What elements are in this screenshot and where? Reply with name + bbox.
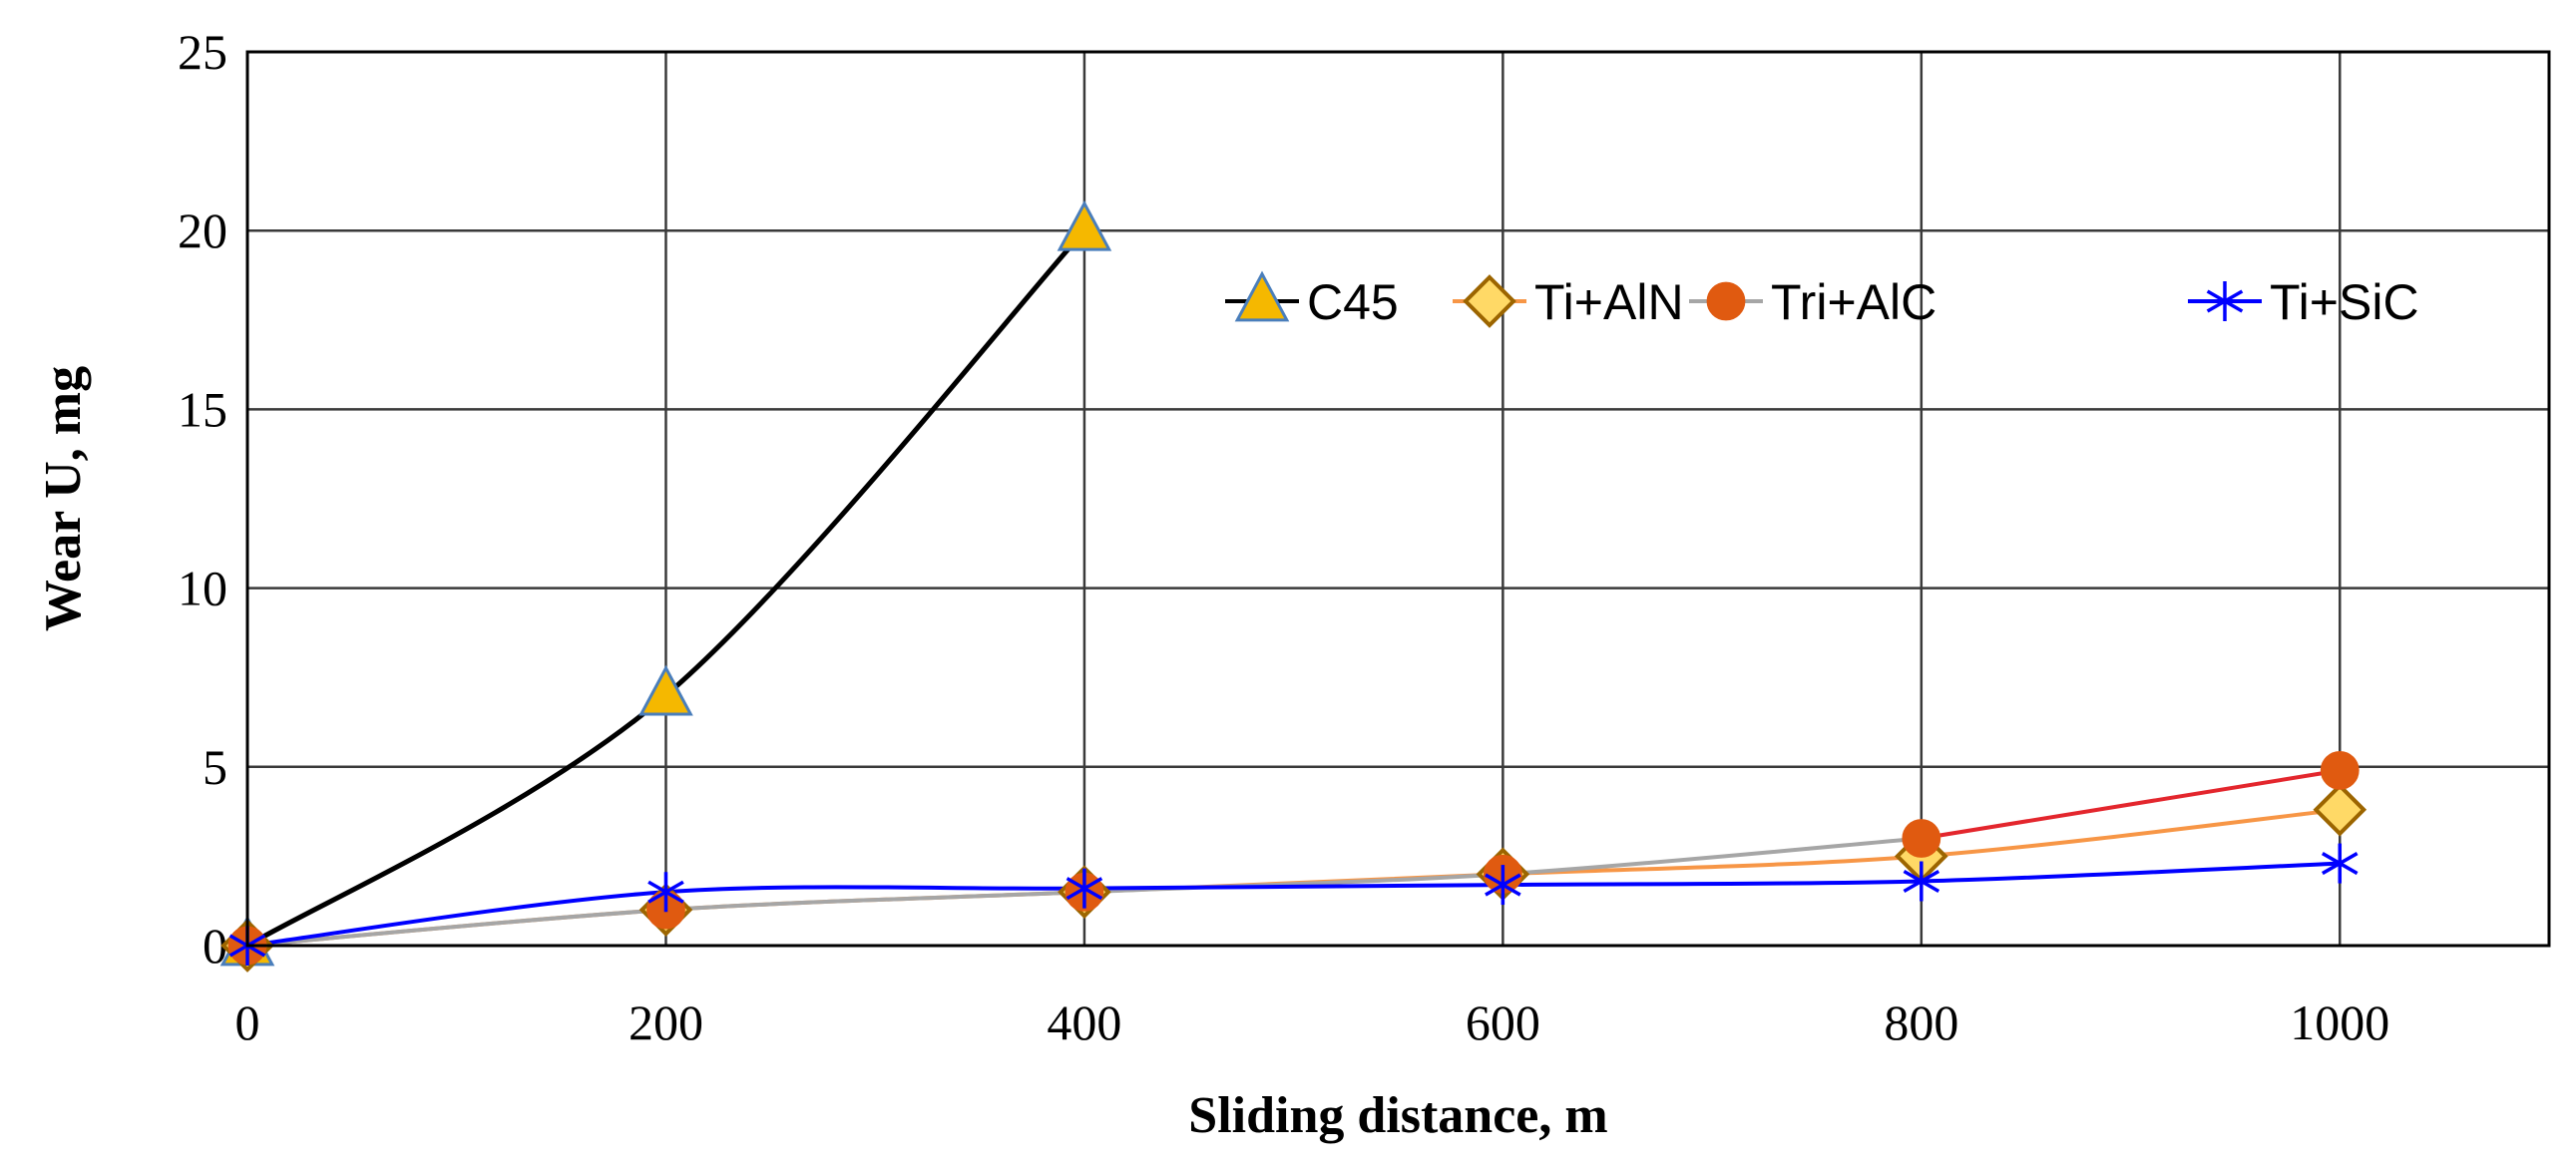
data-point-ti-aln bbox=[2313, 782, 2367, 837]
legend-label: Ti+SiC bbox=[2270, 274, 2419, 330]
data-point-ti-sic bbox=[647, 872, 684, 913]
legend-swatch-marker bbox=[1706, 281, 1746, 321]
data-point-c45 bbox=[639, 664, 693, 716]
y-tick-label: 5 bbox=[203, 739, 227, 795]
x-axis-title: Sliding distance, m bbox=[1188, 1087, 1607, 1144]
series-line-tri-alc-end bbox=[1921, 768, 2341, 841]
marker-stroke bbox=[1485, 873, 1521, 897]
legend-label: Ti+AlN bbox=[1534, 274, 1684, 330]
legend-item-c45: C45 bbox=[1225, 270, 1399, 330]
x-tick-label: 0 bbox=[235, 994, 260, 1050]
y-tick-label: 15 bbox=[178, 381, 227, 437]
data-point-ti-sic bbox=[1485, 865, 1521, 906]
series-markers bbox=[219, 199, 2367, 973]
data-point-tri-alc bbox=[1902, 819, 1941, 858]
legend-item-tri-alc: Tri+AlC bbox=[1689, 274, 1936, 330]
y-axis-title: Wear U, mg bbox=[35, 366, 92, 631]
plot-frame bbox=[245, 50, 2551, 948]
marker-stroke bbox=[2322, 852, 2359, 876]
x-tick-label: 1000 bbox=[2290, 994, 2389, 1050]
legend-swatch-marker bbox=[2206, 281, 2244, 321]
data-point-ti-sic bbox=[1903, 861, 1940, 902]
legend: C45 Ti+AlN Tri+AlC Ti+SiC bbox=[1225, 270, 2419, 330]
x-tick-labels: 0 200 400 600 800 1000 bbox=[235, 994, 2390, 1050]
x-tick-label: 800 bbox=[1884, 994, 1958, 1050]
legend-label: Tri+AlC bbox=[1771, 274, 1936, 330]
marker-stroke bbox=[2206, 289, 2244, 313]
marker-stroke bbox=[1903, 869, 1940, 894]
x-tick-label: 200 bbox=[629, 994, 703, 1050]
data-point-tri-alc bbox=[2320, 750, 2360, 790]
legend-item-ti-sic: Ti+SiC bbox=[2188, 274, 2419, 330]
y-tick-label: 20 bbox=[178, 202, 227, 258]
y-tick-label: 25 bbox=[178, 24, 227, 80]
legend-label: C45 bbox=[1307, 274, 1399, 330]
marker-stroke bbox=[647, 880, 684, 904]
data-point-ti-sic bbox=[2322, 843, 2359, 884]
legend-swatch-marker bbox=[1463, 274, 1516, 328]
data-point-c45 bbox=[1057, 199, 1112, 251]
series-line-ti-sic bbox=[246, 861, 2341, 948]
marker-stroke bbox=[1066, 877, 1103, 901]
y-tick-label: 10 bbox=[178, 561, 227, 616]
data-point-ti-sic bbox=[1066, 868, 1103, 909]
x-tick-label: 600 bbox=[1466, 994, 1540, 1050]
x-tick-label: 400 bbox=[1047, 994, 1121, 1050]
legend-item-ti-aln: Ti+AlN bbox=[1453, 274, 1684, 330]
legend-swatch-marker bbox=[1234, 270, 1290, 322]
plot-area bbox=[247, 52, 2549, 946]
